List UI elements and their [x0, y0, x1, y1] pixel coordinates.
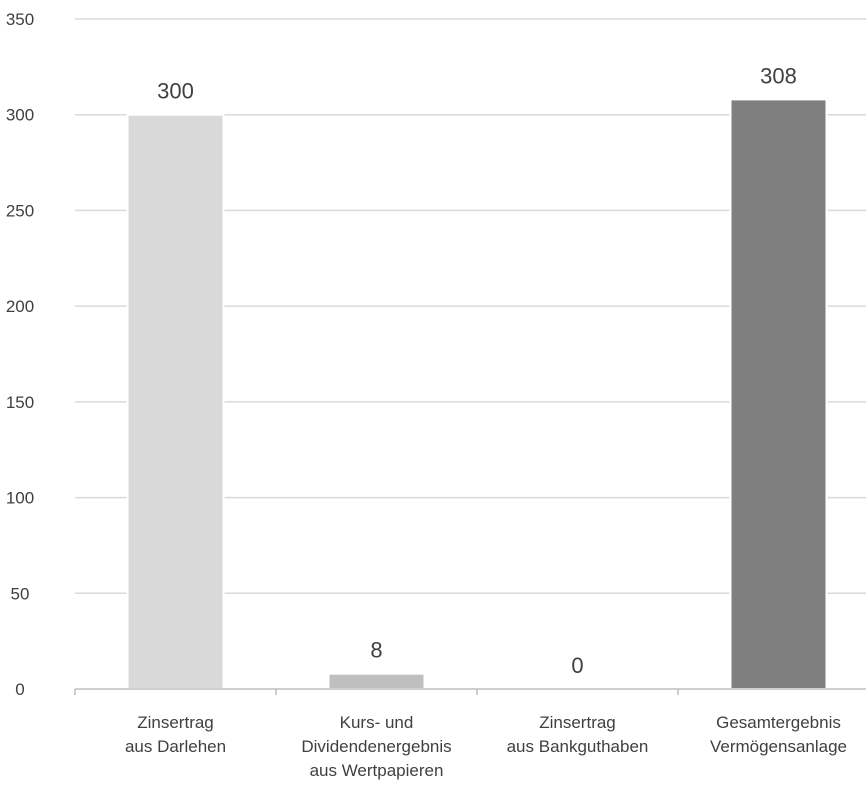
- y-tick-label: 0: [15, 680, 24, 699]
- bar: [729, 98, 828, 690]
- y-tick-label: 300: [6, 106, 34, 125]
- data-label: 0: [571, 653, 583, 678]
- category-labels: Zinsertrag aus Darlehen Kurs- und Dividende…: [125, 713, 847, 780]
- x-axis: [74, 688, 866, 695]
- y-tick-label: 150: [6, 393, 34, 412]
- bars: [126, 98, 828, 691]
- data-label: 8: [370, 638, 382, 663]
- category-label: aus Bankguthaben: [507, 737, 649, 756]
- y-axis-ticks: 0 50 100 150 200 250 300 350: [6, 10, 34, 699]
- y-tick-label: 100: [6, 489, 34, 508]
- category-label: aus Wertpapieren: [310, 761, 444, 780]
- category-label: Zinsertrag: [539, 713, 616, 732]
- y-tick-label: 350: [6, 10, 34, 29]
- data-label: 300: [157, 79, 194, 104]
- category-label: aus Darlehen: [125, 737, 226, 756]
- category-label: Kurs- und: [340, 713, 414, 732]
- data-label: 308: [760, 63, 797, 88]
- data-labels: 300 8 0 308: [157, 63, 797, 678]
- category-label: Gesamtergebnis: [716, 713, 841, 732]
- y-tick-label: 50: [11, 584, 30, 603]
- y-tick-label: 250: [6, 201, 34, 220]
- category-label: Vermögensanlage: [710, 737, 847, 756]
- category-label: Dividendenergebnis: [301, 737, 451, 756]
- bar: [327, 672, 426, 691]
- y-tick-label: 200: [6, 297, 34, 316]
- bar: [126, 113, 225, 690]
- category-label: Zinsertrag: [137, 713, 214, 732]
